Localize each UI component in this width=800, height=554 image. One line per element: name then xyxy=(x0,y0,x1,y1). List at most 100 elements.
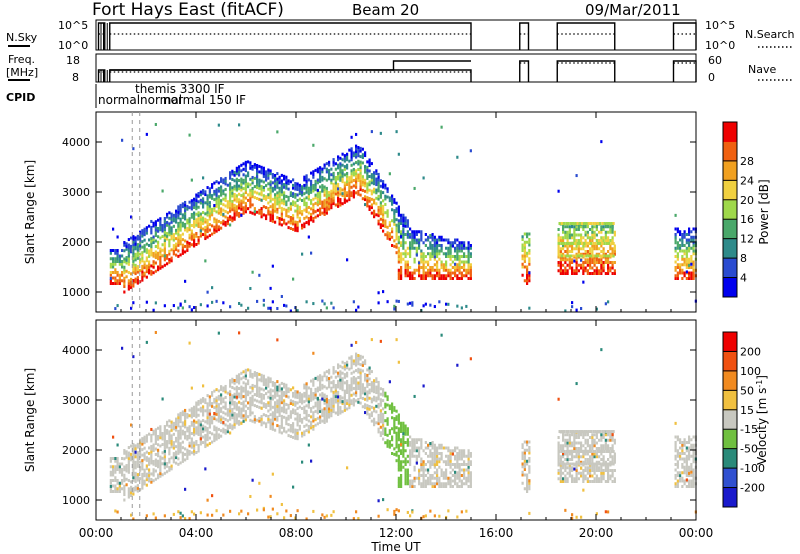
echo-cell xyxy=(413,235,416,239)
echo-cell xyxy=(323,385,326,389)
echo-cell xyxy=(177,249,180,253)
echo-cell xyxy=(134,236,137,240)
echo-cell xyxy=(323,202,326,205)
echo-cell xyxy=(406,474,409,477)
echo-cell xyxy=(172,244,175,248)
echo-cell xyxy=(175,215,178,219)
echo-cell xyxy=(193,211,196,215)
echo-cell xyxy=(312,394,315,398)
echo-cell xyxy=(526,484,529,488)
echo-cell xyxy=(229,392,232,396)
echo-cell xyxy=(447,454,450,458)
echo-cell xyxy=(366,398,369,402)
echo-cell xyxy=(211,286,214,290)
echo-cell xyxy=(568,441,571,445)
echo-cell xyxy=(438,252,441,256)
echo-cell xyxy=(442,274,445,278)
echo-cell xyxy=(215,299,218,303)
echo-cell xyxy=(397,208,400,212)
echo-cell xyxy=(402,441,405,444)
echo-cell xyxy=(406,219,409,223)
echo-cell xyxy=(406,260,409,264)
echo-cell xyxy=(431,457,434,461)
echo-cell xyxy=(447,241,450,245)
echo-cell xyxy=(256,383,259,386)
echo-cell xyxy=(422,271,425,275)
echo-cell xyxy=(229,398,232,402)
echo-cell xyxy=(240,385,243,389)
echo-cell xyxy=(114,484,117,488)
echo-cell xyxy=(303,383,306,387)
echo-cell xyxy=(265,422,268,426)
echo-cell xyxy=(253,196,256,200)
echo-cell xyxy=(177,413,180,417)
echo-cell xyxy=(206,202,209,206)
echo-cell xyxy=(449,459,452,463)
echo-cell xyxy=(400,452,403,455)
echo-cell xyxy=(260,415,263,419)
echo-cell xyxy=(591,252,594,256)
echo-cell xyxy=(569,242,572,245)
echo-cell xyxy=(352,195,355,199)
echo-cell xyxy=(393,447,396,451)
echo-cell xyxy=(352,173,355,177)
echo-cell xyxy=(177,230,180,234)
echo-cell xyxy=(341,192,344,196)
echo-cell xyxy=(240,377,243,381)
echo-cell xyxy=(244,177,247,181)
echo-cell xyxy=(256,183,259,187)
echo-cell xyxy=(339,370,342,374)
echo-cell xyxy=(449,485,452,488)
echo-cell xyxy=(391,438,394,442)
echo-cell xyxy=(213,414,216,418)
echo-cell xyxy=(163,455,166,459)
echo-cell xyxy=(251,394,254,398)
echo-cell xyxy=(256,508,259,512)
echo-cell xyxy=(258,372,261,376)
echo-cell xyxy=(391,427,394,431)
echo-cell xyxy=(226,211,229,215)
echo-cell xyxy=(312,211,315,215)
echo-cell xyxy=(573,477,576,481)
cpid-entry-normal-150: normal 150 IF xyxy=(163,93,246,107)
echo-cell xyxy=(456,249,459,253)
echo-cell xyxy=(136,265,139,269)
echo-cell xyxy=(292,186,295,190)
echo-cell xyxy=(456,515,459,519)
echo-cell xyxy=(287,206,290,210)
echo-cell xyxy=(600,266,603,270)
echo-cell xyxy=(420,277,423,280)
echo-cell xyxy=(411,235,414,239)
echo-cell xyxy=(431,277,434,280)
echo-cell xyxy=(559,460,562,464)
echo-cell xyxy=(269,194,272,198)
echo-cell xyxy=(145,472,148,476)
echo-cell xyxy=(685,255,688,258)
echo-cell xyxy=(447,479,450,483)
echo-cell xyxy=(190,440,193,444)
echo-cell xyxy=(406,441,409,444)
echo-cell xyxy=(314,409,317,413)
colorbar-segment xyxy=(723,180,737,201)
echo-cell xyxy=(231,416,234,420)
echo-cell xyxy=(422,515,425,519)
echo-cell xyxy=(287,395,290,399)
echo-cell xyxy=(571,458,574,461)
echo-cell xyxy=(557,471,560,475)
echo-cell xyxy=(370,178,373,182)
echo-cell xyxy=(685,257,688,261)
echo-cell xyxy=(683,260,686,264)
echo-cell xyxy=(249,197,252,201)
echo-cell xyxy=(681,271,684,275)
echo-cell xyxy=(285,208,288,212)
echo-cell xyxy=(566,250,569,253)
echo-cell xyxy=(125,455,128,459)
echo-cell xyxy=(343,165,346,169)
echo-cell xyxy=(296,193,299,197)
echo-cell xyxy=(406,302,409,306)
echo-cell xyxy=(215,388,218,392)
echo-cell xyxy=(415,438,418,442)
echo-cell xyxy=(611,263,614,267)
echo-cell xyxy=(145,267,148,271)
echo-cell xyxy=(267,409,270,413)
